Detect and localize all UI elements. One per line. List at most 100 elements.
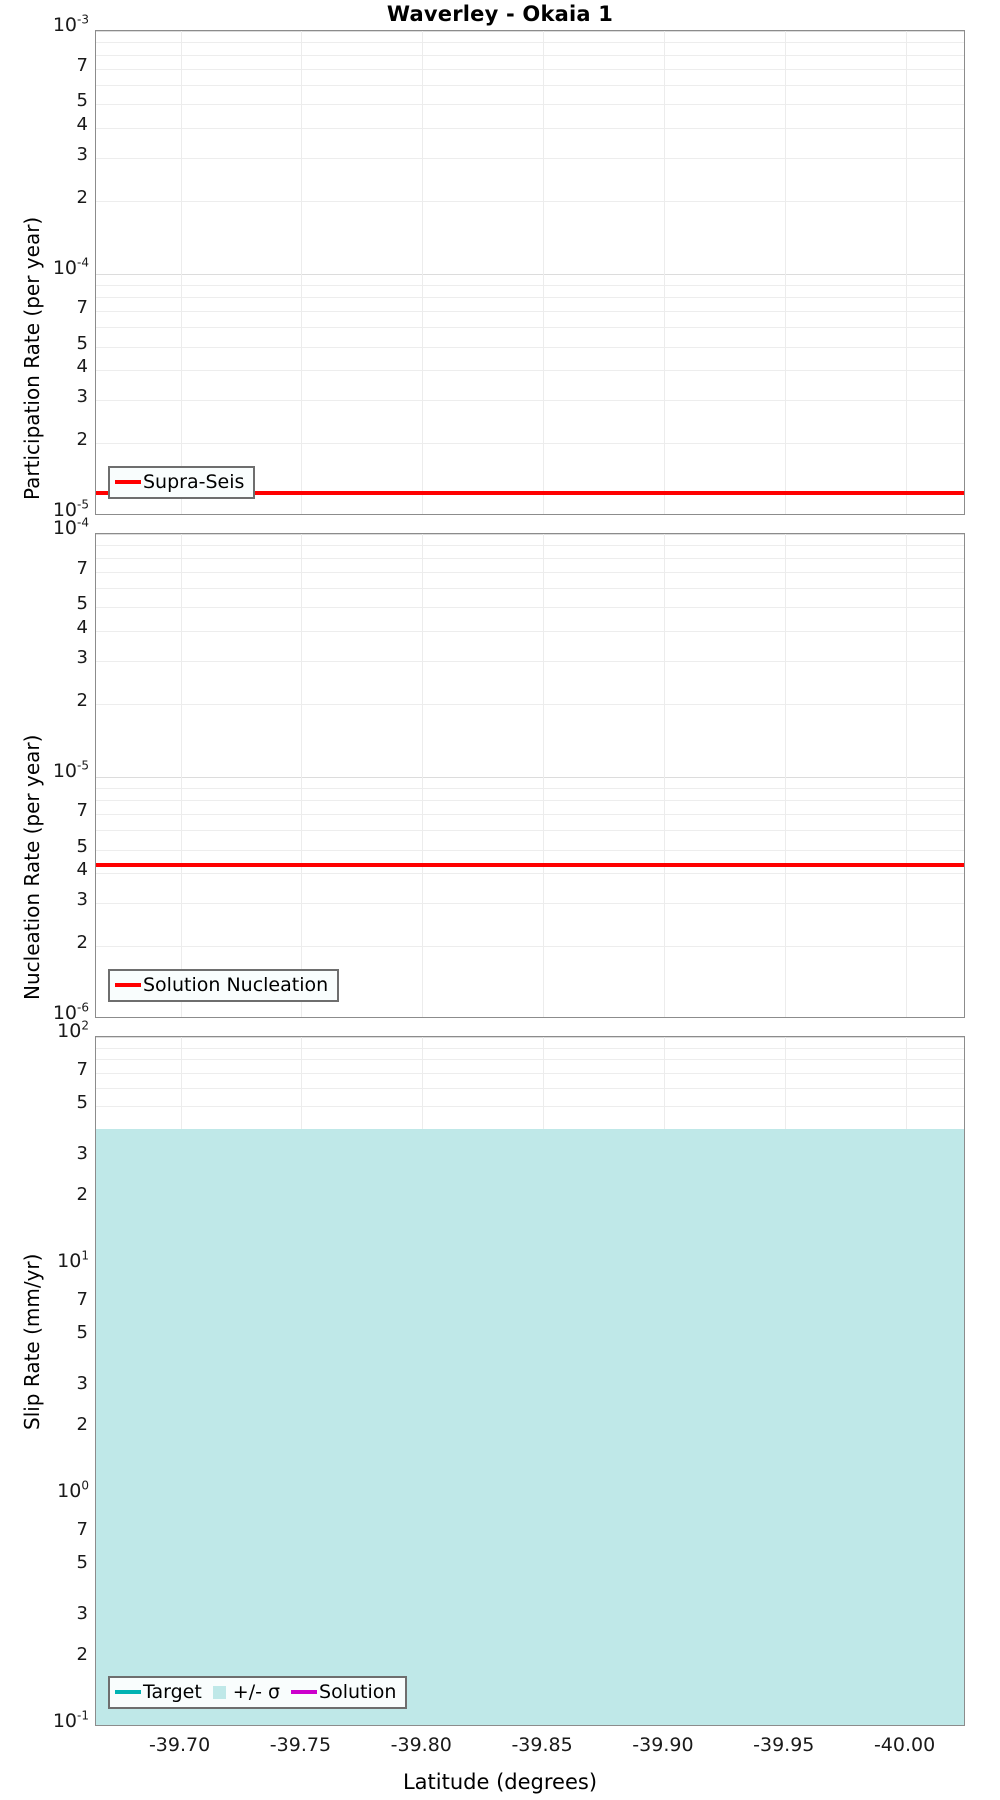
grid-line-horizontal (96, 297, 964, 298)
legend-label-solution-nucleation: Solution Nucleation (143, 974, 329, 996)
y-axis-minor-tick-label: 7 (76, 1518, 88, 1540)
grid-line-horizontal (96, 534, 964, 535)
y-axis-minor-tick-label: 7 (76, 557, 88, 579)
grid-line-horizontal (96, 849, 964, 851)
grid-line-horizontal (96, 587, 964, 589)
grid-line-horizontal (96, 814, 964, 816)
y-axis-major-tick-label: 10-5 (52, 758, 89, 782)
grid-line-horizontal (96, 873, 964, 874)
panel3-ylabel: Slip Rate (mm/yr) (20, 1253, 44, 1430)
y-axis-minor-tick-label: 3 (76, 646, 88, 668)
x-axis-tick-label: -39.95 (753, 1734, 815, 1756)
grid-line-vertical (543, 534, 545, 1017)
grid-line-horizontal (96, 54, 964, 56)
grid-line-horizontal (96, 557, 964, 559)
y-axis-minor-tick-label: 5 (76, 593, 88, 614)
y-axis-minor-tick-label: 4 (76, 859, 88, 880)
grid-line-horizontal (96, 311, 964, 313)
x-axis-tick-label: -39.80 (390, 1734, 452, 1756)
panel1-legend[interactable]: Supra-Seis (108, 466, 256, 499)
panel3-plot-area (95, 1036, 965, 1726)
grid-line-horizontal (96, 660, 964, 662)
x-axis-label: Latitude (degrees) (402, 1770, 598, 1794)
legend-label-sigma: +/- σ (232, 1681, 281, 1703)
y-axis-minor-tick-label: 2 (76, 1643, 88, 1665)
grid-line-horizontal (96, 327, 964, 329)
grid-line-vertical (422, 534, 424, 1017)
figure-title: Waverley - Okaia 1 (386, 2, 614, 26)
y-axis-minor-tick-label: 5 (76, 1322, 88, 1344)
grid-line-horizontal (96, 571, 964, 573)
grid-line-horizontal (96, 127, 964, 129)
grid-line-horizontal (96, 68, 964, 70)
y-axis-minor-tick-label: 7 (76, 54, 88, 76)
y-axis-minor-tick-label: 2 (76, 1183, 88, 1205)
legend-label-solution: Solution (319, 1681, 397, 1703)
grid-line-horizontal (96, 400, 964, 402)
grid-line-vertical (301, 31, 303, 514)
y-axis-minor-tick-label: 7 (76, 297, 88, 319)
grid-line-horizontal (96, 157, 964, 159)
grid-line-vertical (663, 31, 665, 514)
y-axis-minor-tick-label: 2 (76, 429, 88, 450)
grid-line-horizontal (96, 370, 964, 371)
grid-line-horizontal (96, 273, 964, 275)
grid-line-vertical (663, 534, 665, 1017)
grid-line-horizontal (96, 607, 964, 608)
y-axis-minor-tick-label: 7 (76, 800, 88, 822)
x-axis-tick-label: -39.90 (632, 1734, 694, 1756)
series-line-solution-nucleation (96, 863, 964, 868)
grid-line-horizontal (96, 903, 964, 905)
grid-line-horizontal (96, 42, 964, 44)
grid-line-vertical (784, 31, 786, 514)
legend-entry-solution-nucleation: Solution Nucleation (115, 974, 330, 996)
y-axis-minor-tick-label: 5 (76, 835, 88, 857)
x-axis-tick-label: -39.75 (269, 1734, 332, 1756)
y-axis-major-tick-label: 10-3 (52, 12, 89, 36)
x-axis-tick-label: -40.00 (873, 1734, 936, 1756)
y-axis-minor-tick-label: 5 (76, 1552, 88, 1574)
legend-label-supra-seis: Supra-Seis (143, 471, 245, 493)
grid-line-horizontal (96, 84, 964, 86)
y-axis-major-tick-label: 101 (57, 1248, 89, 1272)
y-axis-major-tick-label: 10-1 (52, 1708, 89, 1732)
y-axis-major-tick-label: 10-4 (52, 515, 89, 539)
grid-line-horizontal (96, 200, 964, 202)
y-axis-minor-tick-label: 7 (76, 1058, 88, 1080)
grid-line-horizontal (96, 31, 964, 32)
grid-line-vertical (180, 534, 182, 1017)
panel2-legend[interactable]: Solution Nucleation (108, 969, 340, 1002)
grid-line-horizontal (96, 1106, 964, 1108)
grid-line-horizontal (96, 1072, 964, 1074)
legend-entry-supra-seis: Supra-Seis (115, 471, 246, 493)
grid-line-horizontal (96, 346, 964, 348)
line-swatch-icon (291, 1690, 318, 1694)
y-axis-minor-tick-label: 3 (76, 386, 88, 408)
panel2-ylabel: Nucleation Rate (per year) (20, 734, 44, 1000)
line-swatch-icon (115, 480, 141, 484)
grid-line-horizontal (96, 284, 964, 286)
y-axis-major-tick-label: 102 (57, 1018, 89, 1042)
y-axis-minor-tick-label: 4 (76, 113, 88, 135)
grid-line-horizontal (96, 787, 964, 789)
grid-line-vertical (905, 534, 907, 1017)
grid-line-vertical (784, 534, 786, 1017)
patch-swatch-icon (212, 1685, 226, 1699)
y-axis-minor-tick-label: 3 (76, 889, 88, 911)
x-axis-tick-label: -39.70 (148, 1734, 211, 1756)
grid-line-vertical (905, 31, 907, 514)
grid-line-horizontal (96, 104, 964, 105)
panel1-plot-area (95, 30, 965, 515)
panel3-legend[interactable]: Target +/- σ Solution (108, 1676, 408, 1709)
grid-line-horizontal (96, 830, 964, 832)
y-axis-major-tick-label: 10-6 (52, 1000, 89, 1024)
legend-entry-target: Target (115, 1681, 204, 1703)
grid-line-horizontal (96, 443, 964, 444)
grid-line-vertical (543, 31, 545, 514)
grid-line-horizontal (96, 1088, 964, 1089)
y-axis-minor-tick-label: 3 (76, 1373, 88, 1395)
grid-line-horizontal (96, 946, 964, 947)
legend-entry-sigma: +/- σ (204, 1681, 282, 1703)
grid-line-horizontal (96, 703, 964, 705)
y-axis-minor-tick-label: 2 (76, 1413, 88, 1435)
